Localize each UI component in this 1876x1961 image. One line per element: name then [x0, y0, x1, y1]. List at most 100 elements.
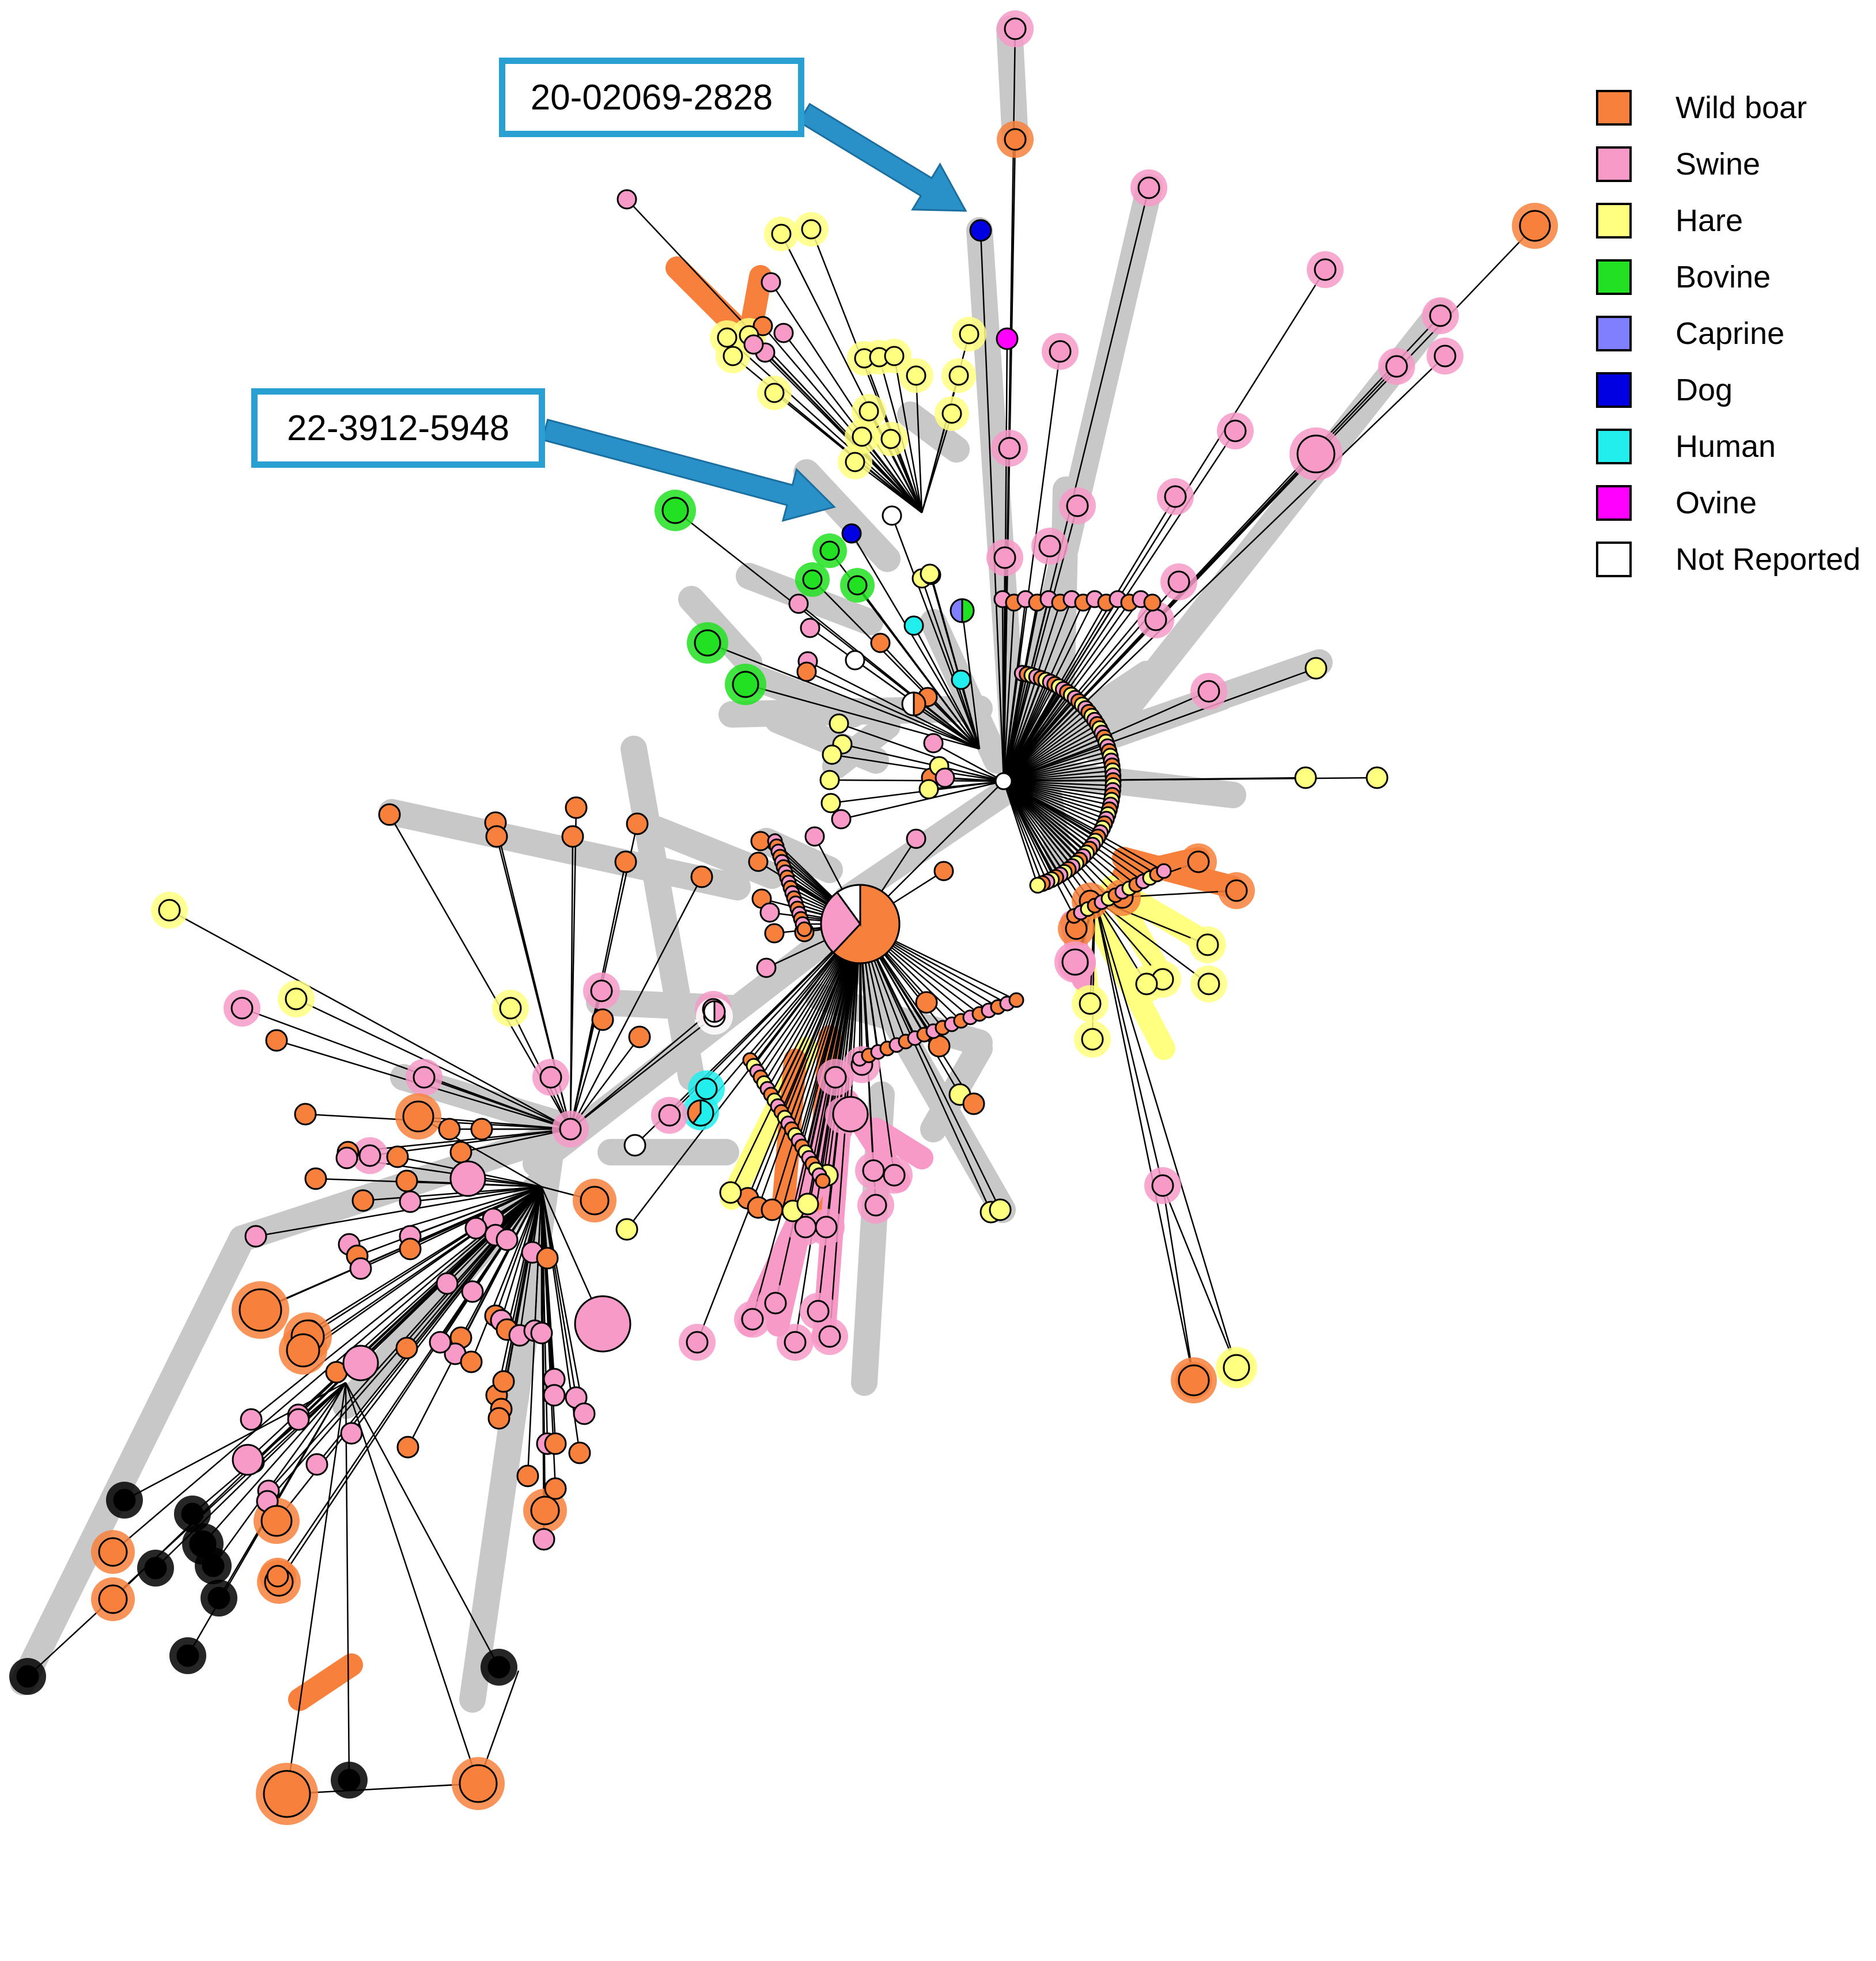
isolate-node	[771, 224, 792, 244]
isolate-node	[544, 1477, 567, 1500]
isolate-node	[788, 593, 809, 614]
pie-slice	[832, 884, 901, 964]
isolate-node	[1008, 992, 1024, 1008]
legend-item-human: Human	[1596, 418, 1860, 475]
isolate-node	[429, 1331, 452, 1354]
legend-item-bovine: Bovine	[1596, 249, 1860, 305]
isolate-node	[496, 1228, 519, 1251]
isolate-node	[796, 1192, 819, 1216]
isolate-node	[723, 346, 743, 366]
callout-arrows	[541, 103, 967, 522]
isolate-node	[1049, 340, 1072, 363]
legend-label: Ovine	[1675, 486, 1757, 520]
isolate-node	[1135, 972, 1158, 995]
isolate-node	[487, 1407, 510, 1430]
isolate-node	[304, 1167, 327, 1190]
legend-label: Hare	[1675, 203, 1743, 238]
isolate-node	[764, 383, 785, 403]
isolate-node	[285, 987, 308, 1010]
tree-edges	[27, 28, 1535, 1795]
isolate-node	[918, 779, 939, 800]
isolate-node	[933, 861, 954, 881]
isolate-node	[351, 1189, 375, 1212]
callout-label: 20-02069-2828	[530, 77, 773, 118]
isolate-node	[994, 772, 1013, 790]
isolate-node	[399, 1190, 422, 1213]
isolate-node	[263, 1770, 311, 1818]
isolate-node	[756, 957, 777, 978]
legend-label: Not Reported	[1675, 542, 1861, 577]
isolate-node	[492, 1370, 515, 1393]
isolate-node	[1429, 304, 1452, 327]
isolate-node	[615, 1218, 638, 1241]
isolate-node	[998, 437, 1021, 460]
isolate-node	[459, 1764, 498, 1803]
isolate-node	[686, 1331, 709, 1354]
isolate-node	[287, 1408, 310, 1431]
isolate-node	[784, 1331, 807, 1354]
isolate-node	[951, 669, 971, 690]
isolate-node	[342, 1345, 379, 1381]
isolate-node	[741, 1308, 764, 1331]
isolate-node	[820, 793, 841, 813]
legend-swatch	[1596, 542, 1632, 577]
isolate-node	[386, 1145, 409, 1168]
isolate-node	[378, 803, 401, 826]
isolate-node	[794, 1216, 817, 1239]
isolate-node	[536, 1247, 559, 1270]
isolate-node	[158, 899, 181, 922]
pie-slice	[687, 1099, 702, 1125]
isolate-node	[815, 1216, 838, 1239]
isolate-node	[1197, 972, 1220, 995]
pie-slice	[820, 891, 861, 954]
isolate-node	[1366, 766, 1389, 789]
isolate-node	[623, 1134, 646, 1157]
isolate-node	[935, 767, 955, 788]
legend-item-not-reported: Not Reported	[1596, 531, 1860, 588]
isolate-node	[305, 1453, 328, 1476]
isolate-node	[530, 1322, 553, 1345]
isolate-node	[591, 1008, 614, 1031]
isolate-node	[845, 650, 865, 671]
isolate-node	[616, 189, 637, 210]
isolate-node	[928, 1035, 951, 1058]
isolate-node	[1196, 933, 1219, 956]
isolate-node	[207, 1587, 230, 1610]
isolate-node	[470, 1118, 493, 1141]
isolate-node	[202, 1554, 225, 1577]
isolate-node	[841, 523, 862, 544]
isolate-node	[113, 1489, 136, 1512]
pie-slice	[950, 598, 963, 623]
isolate-node	[1225, 879, 1248, 902]
isolate-node	[941, 403, 962, 424]
isolate-node	[461, 1280, 484, 1303]
isolate-node	[413, 1066, 436, 1089]
isolate-node	[903, 615, 924, 636]
isolate-node	[460, 1350, 483, 1373]
isolate-node	[396, 1436, 419, 1459]
legend-label: Dog	[1675, 373, 1733, 407]
isolate-node	[829, 713, 849, 734]
isolate-node	[690, 865, 713, 888]
isolate-node	[544, 1432, 567, 1455]
legend-label: Caprine	[1675, 316, 1785, 351]
legend-swatch	[1596, 146, 1632, 182]
isolate-node	[266, 1565, 289, 1588]
isolate-node	[98, 1537, 128, 1567]
isolate-node	[349, 1257, 372, 1280]
isolate-node	[1223, 1354, 1250, 1381]
legend-swatch	[1596, 203, 1632, 238]
isolate-node	[530, 1496, 560, 1525]
legend-item-swine: Swine	[1596, 136, 1860, 192]
legend-item-dog: Dog	[1596, 362, 1860, 418]
isolate-node	[717, 327, 737, 348]
isolate-node	[516, 1464, 539, 1487]
isolate-node	[358, 1144, 381, 1167]
isolate-node	[695, 1077, 718, 1100]
isolate-node	[1038, 535, 1061, 558]
isolate-node	[800, 618, 820, 638]
legend-label: Wild boar	[1675, 90, 1807, 125]
isolate-node	[487, 1656, 510, 1679]
isolate-node	[1304, 657, 1327, 680]
